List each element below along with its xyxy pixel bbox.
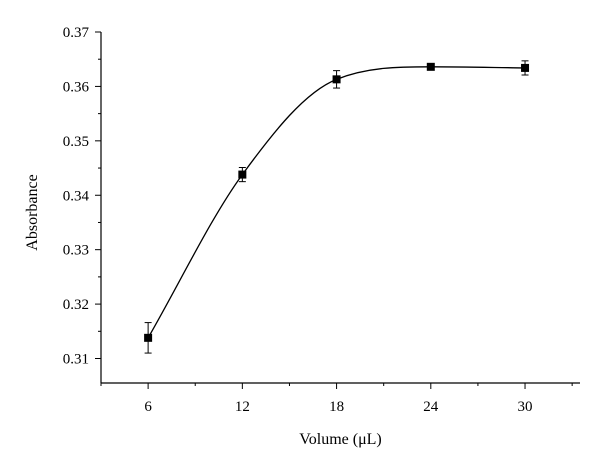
data-point-marker bbox=[238, 170, 247, 179]
x-axis-ticks: 6 12 18 24 30 bbox=[100, 383, 573, 415]
x-tick-label: 12 bbox=[235, 399, 250, 415]
x-tick-label: 6 bbox=[144, 399, 152, 415]
y-axis-title: Absorbance bbox=[24, 174, 41, 250]
axes bbox=[100, 32, 580, 384]
data-point-marker bbox=[332, 75, 341, 84]
data-point-marker bbox=[521, 63, 530, 72]
x-tick-label: 18 bbox=[329, 399, 344, 415]
y-tick-label: 0.36 bbox=[63, 79, 90, 95]
x-axis-title: Volume (μL) bbox=[299, 431, 382, 448]
series-line bbox=[147, 66, 526, 339]
y-tick-label: 0.34 bbox=[63, 188, 90, 204]
y-tick-label: 0.32 bbox=[63, 297, 89, 313]
y-tick-label: 0.33 bbox=[63, 243, 89, 259]
x-tick-label: 24 bbox=[423, 399, 439, 415]
y-tick-label: 0.37 bbox=[63, 25, 90, 41]
data-points bbox=[144, 60, 530, 354]
y-tick-label: 0.31 bbox=[63, 352, 89, 368]
y-tick-label: 0.35 bbox=[63, 134, 89, 150]
data-point-marker bbox=[144, 333, 153, 342]
y-axis-ticks: 0.31 0.32 0.33 0.34 0.35 0.36 0.37 bbox=[63, 25, 101, 368]
x-tick-label: 30 bbox=[518, 399, 533, 415]
data-point-marker bbox=[426, 62, 435, 71]
